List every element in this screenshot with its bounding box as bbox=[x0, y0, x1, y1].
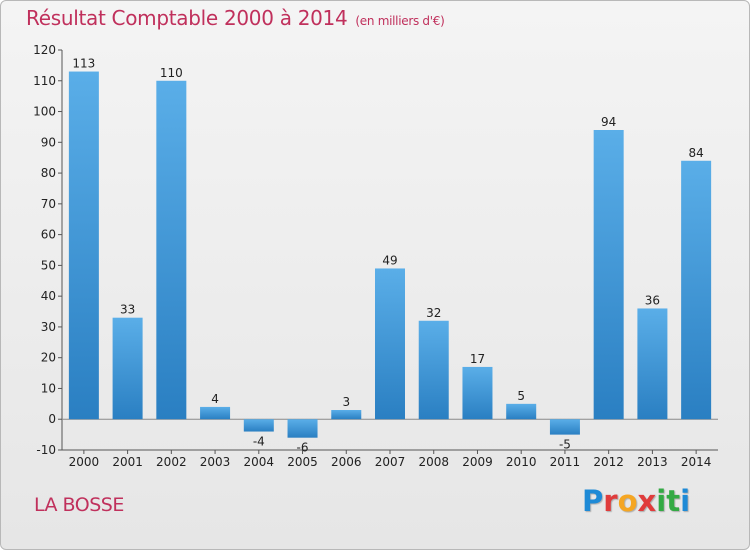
y-tick-label: 10 bbox=[41, 381, 56, 395]
bar bbox=[593, 130, 624, 420]
x-tick-label: 2001 bbox=[112, 455, 143, 469]
logo-letter: o bbox=[617, 484, 638, 518]
y-tick-label: 120 bbox=[33, 43, 56, 57]
bar-value-label: 49 bbox=[382, 253, 397, 267]
y-tick-label: 80 bbox=[41, 166, 56, 180]
bar bbox=[243, 419, 274, 432]
x-tick-label: 2008 bbox=[418, 455, 449, 469]
bar bbox=[375, 268, 405, 420]
bar-value-label: 32 bbox=[426, 306, 441, 320]
y-tick-label: -10 bbox=[36, 443, 56, 457]
x-tick-label: 2002 bbox=[156, 455, 187, 469]
y-tick-label: 30 bbox=[41, 320, 56, 334]
logo-letter: x bbox=[637, 484, 657, 518]
commune-name: LA BOSSE bbox=[34, 494, 124, 516]
bar bbox=[637, 308, 668, 420]
x-tick-label: 2004 bbox=[244, 455, 275, 469]
bar-value-label: 33 bbox=[120, 303, 135, 317]
x-tick-label: 2003 bbox=[200, 455, 231, 469]
bar bbox=[112, 317, 143, 420]
bar-value-label: 94 bbox=[601, 115, 616, 129]
bar bbox=[287, 419, 318, 438]
bar bbox=[506, 403, 537, 420]
bar bbox=[200, 406, 231, 420]
bar bbox=[68, 71, 99, 420]
logo-letter: r bbox=[603, 484, 618, 518]
x-tick-label: 2005 bbox=[287, 455, 318, 469]
bar-value-label: 5 bbox=[517, 389, 525, 403]
proxiti-logo: Proxiti bbox=[582, 484, 690, 518]
x-tick-label: 2000 bbox=[69, 455, 100, 469]
x-tick-label: 2012 bbox=[593, 455, 624, 469]
bar bbox=[156, 80, 187, 420]
bar-value-label: 17 bbox=[470, 352, 485, 366]
logo-letter: P bbox=[582, 484, 604, 518]
bar bbox=[331, 410, 362, 420]
bar-value-label: 3 bbox=[342, 395, 350, 409]
x-tick-label: 2009 bbox=[462, 455, 493, 469]
y-tick-label: 70 bbox=[41, 197, 56, 211]
y-tick-label: 100 bbox=[33, 105, 56, 119]
bar-value-label: -6 bbox=[297, 441, 309, 455]
data-labels: 113 33 110 4 -4 -6 3 49 32 17 5 -5 94 36 84 bbox=[72, 57, 703, 455]
bar-value-label: 4 bbox=[211, 392, 219, 406]
axes: -10 0 10 20 30 40 50 60 70 80 90 100 110 120 2000 2001 2… bbox=[33, 43, 718, 469]
y-tick-label: 110 bbox=[33, 74, 56, 88]
bar bbox=[681, 160, 712, 420]
x-tick-label: 2007 bbox=[375, 455, 406, 469]
x-tick-label: 2006 bbox=[331, 455, 362, 469]
x-tick-label: 2011 bbox=[550, 455, 581, 469]
bar bbox=[418, 320, 449, 420]
logo-letter: t bbox=[666, 484, 681, 518]
y-tick-label: 40 bbox=[41, 289, 56, 303]
y-tick-label: 20 bbox=[41, 351, 56, 365]
x-tick-label: 2014 bbox=[681, 455, 712, 469]
bar-value-label: 84 bbox=[688, 146, 703, 160]
bar bbox=[549, 419, 580, 435]
y-tick-label: 0 bbox=[48, 412, 56, 426]
bar-value-label: 113 bbox=[72, 57, 95, 71]
x-tick-label: 2010 bbox=[506, 455, 537, 469]
bar-value-label: -4 bbox=[253, 435, 265, 449]
bar-value-label: 110 bbox=[160, 66, 183, 80]
y-tick-label: 60 bbox=[41, 228, 56, 242]
y-tick-label: 90 bbox=[41, 135, 56, 149]
chart-title-text: Résultat Comptable 2000 à 2014 bbox=[26, 6, 348, 30]
logo-letter: i bbox=[680, 484, 691, 518]
chart-unit: (en milliers d'€) bbox=[355, 14, 445, 28]
x-tick-label: 2013 bbox=[637, 455, 668, 469]
bar bbox=[462, 366, 493, 420]
bars bbox=[68, 71, 712, 438]
y-tick-label: 50 bbox=[41, 258, 56, 272]
chart-title: Résultat Comptable 2000 à 2014 (en millie… bbox=[26, 6, 445, 30]
bar-value-label: -5 bbox=[559, 438, 571, 452]
bar-value-label: 36 bbox=[645, 293, 660, 307]
logo-letter: i bbox=[656, 484, 667, 518]
